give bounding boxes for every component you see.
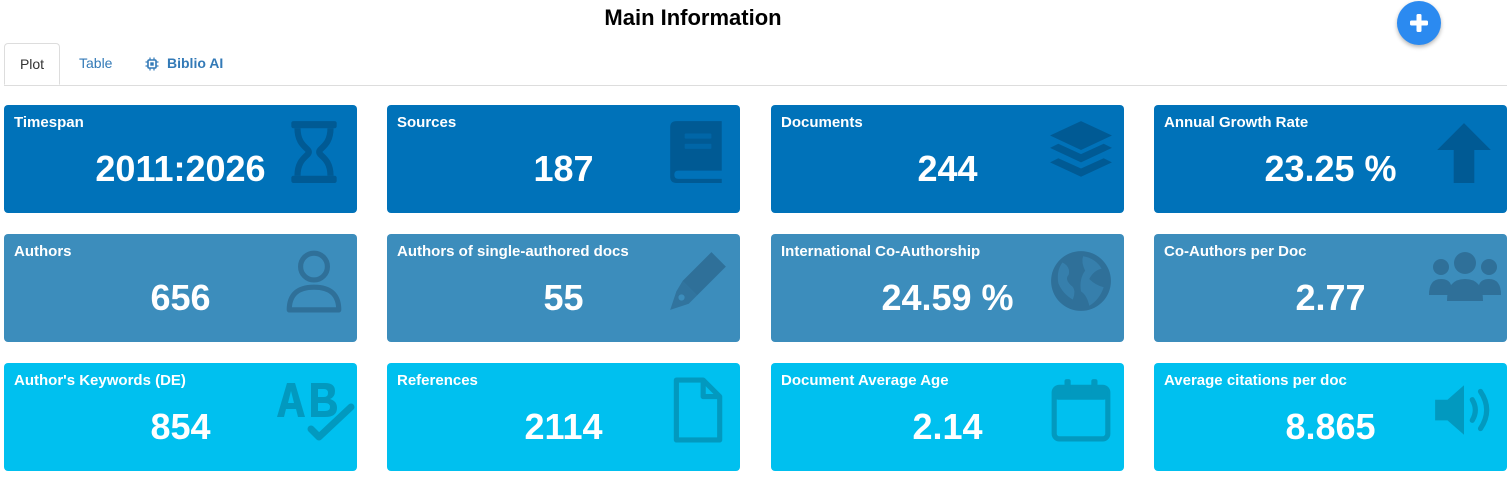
info-box-value: 854 [150,406,211,447]
users-icon [1429,252,1501,301]
info-box-value: 2.14 [912,406,983,447]
file-icon [673,377,723,443]
hourglass-icon [291,121,337,183]
info-box-label: Sources [397,114,457,131]
info-box-label: Documents [781,114,863,131]
info-box-value: 244 [917,148,978,189]
info-box-authors: Authors 656 [4,234,357,342]
tab-biblio-ai[interactable]: Biblio AI [145,43,223,84]
arrow-up-icon [1437,123,1491,183]
info-box-value: 187 [533,148,594,189]
info-box-value: 55 [543,277,584,318]
info-box-value: 23.25 % [1264,148,1397,189]
info-box-label: Authors of single-authored docs [397,243,629,260]
page-title: Main Information [604,5,782,30]
info-box-value: 2011:2026 [95,148,266,189]
info-box-value: 2114 [524,406,603,447]
info-box-references: References 2114 [387,363,740,471]
info-box-documents: Documents 244 [771,105,1124,213]
layers-icon [1050,121,1112,177]
info-box-label: Annual Growth Rate [1164,114,1309,131]
tab-plot[interactable]: Plot [4,43,60,85]
info-box-international-coauthorship: International Co-Authorship 24.59 % [771,234,1124,342]
add-button[interactable] [1397,1,1441,45]
info-box-average-citations: Average citations per doc 8.865 [1154,363,1507,471]
info-box-value: 656 [150,277,211,318]
info-box-label: Timespan [14,114,84,131]
user-icon [286,250,342,313]
info-box-label: Co-Authors per Doc [1164,243,1307,260]
volume-icon [1435,385,1490,435]
info-box-label: Document Average Age [781,372,949,389]
info-box-authors-single: Authors of single-authored docs 55 [387,234,740,342]
info-box-label: Author's Keywords (DE) [14,372,186,389]
book-icon [670,121,722,183]
info-box-annual-growth-rate: Annual Growth Rate 23.25 % [1154,105,1507,213]
tab-bar: Plot Table Biblio AI [4,43,1507,86]
chip-icon [145,57,159,70]
spellcheck-icon [277,383,355,441]
info-box-sources: Sources 187 [387,105,740,213]
info-box-value: 8.865 [1285,406,1376,447]
calendar-icon [1051,379,1111,442]
info-box-value: 24.59 % [881,277,1014,318]
tab-biblio-ai-label: Biblio AI [167,55,224,71]
info-box-label: International Co-Authorship [781,243,981,260]
pen-icon [670,252,726,310]
info-box-document-average-age: Document Average Age 2.14 [771,363,1124,471]
info-box-label: Average citations per doc [1164,372,1347,389]
info-box-label: References [397,372,478,389]
info-box-authors-keywords: Author's Keywords (DE) 854 [4,363,357,471]
info-box-value: 2.77 [1295,277,1366,318]
info-box-coauthors-per-doc: Co-Authors per Doc 2.77 [1154,234,1507,342]
info-box-label: Authors [14,243,72,260]
info-box-timespan: Timespan 2011:2026 [4,105,357,213]
globe-icon [1051,251,1111,311]
tab-table[interactable]: Table [79,55,113,71]
plus-icon [1410,14,1428,32]
